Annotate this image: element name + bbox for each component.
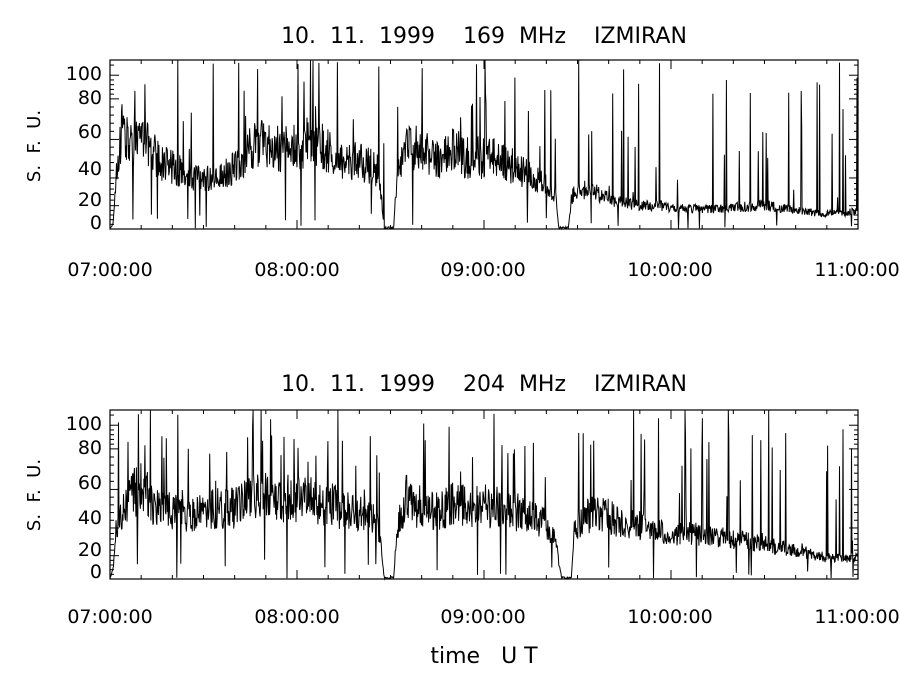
panel-1-y-axis-label: S. F. U.: [24, 110, 45, 182]
panel-1-x-tick-label: 08:00:00: [254, 259, 339, 281]
panel-1-x-tick-labels: 07:00:00 08:00:00 09:00:00 10:00:00 11:0…: [67, 259, 899, 281]
panel-1-flux-trace: [109, 59, 859, 231]
panel-1-y-tick-label: 100: [66, 63, 102, 85]
panel-1-y-tick-label: 0: [90, 212, 102, 234]
panel-1-x-tick-label: 09:00:00: [440, 259, 525, 281]
panel-2-x-tick-label: 09:00:00: [440, 606, 525, 628]
panel-2-title: 10. 11. 1999 204 MHz IZMIRAN: [281, 372, 687, 397]
panel-2-x-tick-labels: 07:00:00 08:00:00 09:00:00 10:00:00 11:0…: [67, 606, 899, 628]
panel-2-flux-trace: [109, 409, 859, 581]
panel-1-y-tick-label: 80: [78, 87, 102, 109]
panel-2-x-tick-label: 07:00:00: [67, 606, 152, 628]
panel-1-x-tick-label: 11:00:00: [814, 259, 899, 281]
panel-204mhz: 10. 11. 1999 204 MHz IZMIRAN S. F. U. 0 …: [24, 372, 900, 628]
panel-2-y-tick-label: 0: [90, 561, 102, 583]
panel-2-axis-ticks: [109, 410, 859, 580]
panel-2-x-tick-label: 08:00:00: [254, 606, 339, 628]
panel-1-title: 10. 11. 1999 169 MHz IZMIRAN: [281, 24, 687, 49]
panel-1-y-tick-label: 40: [78, 158, 102, 180]
panel-2-y-axis-label: S. F. U.: [24, 459, 45, 531]
panel-2-y-tick-label: 80: [78, 437, 102, 459]
panel-1-axis-ticks: [109, 60, 859, 230]
panel-1-y-tick-label: 20: [78, 189, 102, 211]
panel-2-x-tick-label: 10:00:00: [627, 606, 712, 628]
panel-2-x-tick-label: 11:00:00: [814, 606, 899, 628]
panel-1-y-tick-label: 60: [78, 121, 102, 143]
panel-2-y-tick-label: 100: [66, 413, 102, 435]
panel-1-x-tick-label: 10:00:00: [627, 259, 712, 281]
panel-2-y-tick-label: 20: [78, 539, 102, 561]
panel-2-y-tick-labels: 0 20 40 60 80 100: [66, 413, 102, 583]
panel-169mhz: 10. 11. 1999 169 MHz IZMIRAN S. F. U. 0 …: [24, 24, 900, 281]
panel-1-y-tick-labels: 0 20 40 60 80 100: [66, 63, 102, 234]
panel-2-y-tick-label: 60: [78, 472, 102, 494]
panel-2-y-tick-label: 40: [78, 507, 102, 529]
panel-1-x-tick-label: 07:00:00: [67, 259, 152, 281]
x-axis-label: time U T: [430, 644, 538, 669]
